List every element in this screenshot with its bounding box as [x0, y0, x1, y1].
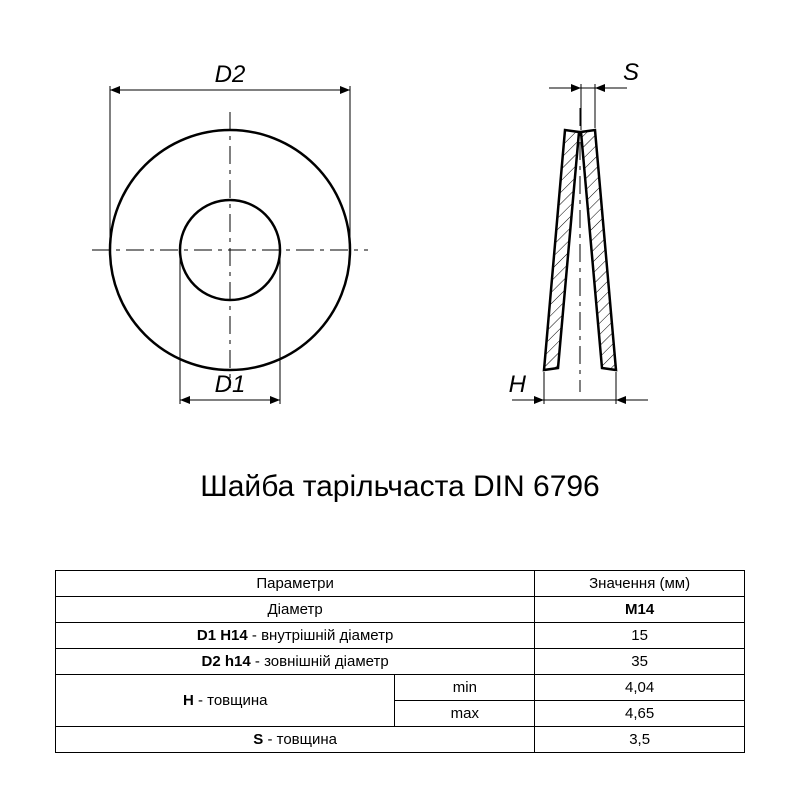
table-row: H - товщина min 4,04 — [56, 675, 745, 701]
technical-drawing: D2 D1 S H — [0, 40, 800, 420]
row-h-min-label: min — [395, 675, 535, 701]
row-h-max-value: 4,65 — [535, 701, 745, 727]
header-value: Значення (мм) — [535, 571, 745, 597]
table-row: D2 h14 - зовнішній діаметр 35 — [56, 649, 745, 675]
row-h-max-label: max — [395, 701, 535, 727]
row-s-value: 3,5 — [535, 727, 745, 753]
row-s-code: S — [253, 731, 263, 748]
row-d2-code: D2 h14 — [202, 653, 251, 670]
header-param: Параметри — [56, 571, 535, 597]
parameters-table: Параметри Значення (мм) Діаметр M14 D1 H… — [55, 570, 745, 753]
row-d1-code: D1 H14 — [197, 627, 248, 644]
svg-text:H: H — [509, 371, 527, 398]
row-diameter-value: M14 — [535, 597, 745, 623]
row-diameter-label: Діаметр — [56, 597, 535, 623]
row-d2-label: D2 h14 - зовнішній діаметр — [56, 649, 535, 675]
svg-text:D2: D2 — [215, 61, 246, 88]
table-row: D1 H14 - внутрішній діаметр 15 — [56, 623, 745, 649]
row-d1-value: 15 — [535, 623, 745, 649]
table-row: S - товщина 3,5 — [56, 727, 745, 753]
row-d1-desc: - внутрішній діаметр — [248, 627, 394, 644]
row-h-desc: - товщина — [194, 692, 268, 709]
row-d2-value: 35 — [535, 649, 745, 675]
page-title: Шайба тарільчаста DIN 6796 — [0, 470, 800, 504]
table-header-row: Параметри Значення (мм) — [56, 571, 745, 597]
svg-text:D1: D1 — [215, 371, 246, 398]
row-s-label: S - товщина — [56, 727, 535, 753]
row-d2-desc: - зовнішній діаметр — [251, 653, 389, 670]
row-d1-label: D1 H14 - внутрішній діаметр — [56, 623, 535, 649]
row-h-label: H - товщина — [56, 675, 395, 727]
row-h-min-value: 4,04 — [535, 675, 745, 701]
row-s-desc: - товщина — [263, 731, 337, 748]
svg-text:S: S — [623, 59, 639, 86]
table-row: Діаметр M14 — [56, 597, 745, 623]
row-h-code: H — [183, 692, 194, 709]
